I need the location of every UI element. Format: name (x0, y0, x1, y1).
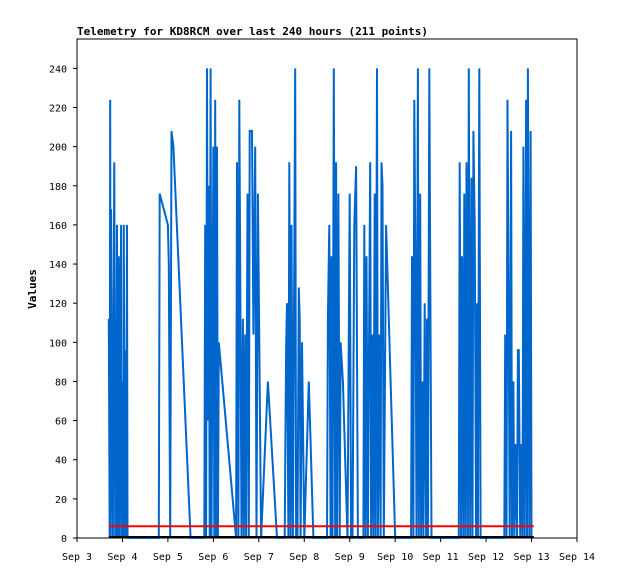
y-tick-label: 120 (49, 299, 67, 310)
y-tick-label: 240 (49, 64, 67, 75)
x-tick-label: Sep 10 (377, 552, 413, 563)
x-tick-label: Sep 13 (513, 552, 549, 563)
x-tick-label: Sep 11 (423, 552, 459, 563)
x-tick-label: Sep 12 (468, 552, 504, 563)
y-tick-label: 220 (49, 103, 67, 114)
y-tick-label: 160 (49, 221, 67, 232)
y-tick-label: 80 (55, 377, 67, 388)
y-tick-label: 200 (49, 143, 67, 154)
y-tick-label: 40 (55, 456, 67, 467)
y-tick-label: 20 (55, 495, 67, 506)
x-axis-ticks: Sep 3 Sep 4 Sep 5 Sep 6 Sep 7 Sep 8 Sep 9 Sep 1… (62, 538, 595, 563)
x-tick-label: Sep 6 (198, 552, 228, 563)
x-tick-label: Sep 4 (107, 552, 137, 563)
series-line-telemetry (107, 68, 533, 539)
y-tick-label: 180 (49, 182, 67, 193)
y-tick-label: 100 (49, 338, 67, 349)
y-tick-label: 0 (61, 534, 67, 545)
x-tick-label: Sep 9 (335, 552, 365, 563)
x-tick-label: Sep 5 (153, 552, 183, 563)
y-axis-label: Values (26, 269, 39, 309)
x-tick-label: Sep 8 (289, 552, 319, 563)
x-tick-label: Sep 7 (244, 552, 274, 563)
y-axis-ticks: 0 20 40 60 80 100 120 140 160 180 200 220 240 (49, 64, 77, 545)
x-tick-label: Sep 14 (559, 552, 595, 563)
y-tick-label: 140 (49, 260, 67, 271)
chart-title: Telemetry for KD8RCM over last 240 hours… (77, 25, 428, 38)
y-tick-label: 60 (55, 417, 67, 428)
x-tick-label: Sep 3 (62, 552, 92, 563)
series-layer (107, 68, 534, 539)
